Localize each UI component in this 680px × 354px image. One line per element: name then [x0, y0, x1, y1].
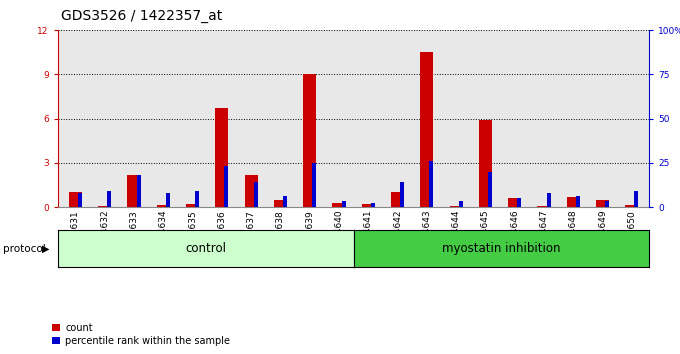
Bar	[479, 120, 492, 207]
Bar	[156, 205, 170, 207]
Bar	[186, 204, 199, 207]
Bar	[430, 161, 433, 207]
Text: protocol: protocol	[3, 244, 46, 254]
Bar	[107, 191, 112, 207]
Legend: count, percentile rank within the sample: count, percentile rank within the sample	[52, 323, 230, 346]
Bar	[78, 193, 82, 207]
Bar	[391, 192, 404, 207]
Bar	[303, 74, 316, 207]
Bar	[605, 201, 609, 207]
Bar	[576, 196, 580, 207]
Bar	[137, 175, 141, 207]
Bar	[566, 197, 580, 207]
Bar	[98, 206, 112, 207]
Bar	[274, 200, 287, 207]
Bar	[283, 196, 287, 207]
Bar	[215, 108, 228, 207]
Bar	[517, 198, 522, 207]
Text: myostatin inhibition: myostatin inhibition	[442, 242, 561, 255]
Bar	[596, 200, 609, 207]
Bar	[224, 166, 228, 207]
Bar	[449, 206, 462, 207]
Text: ▶: ▶	[42, 244, 50, 254]
Bar	[420, 52, 433, 207]
Bar	[625, 205, 639, 207]
Bar	[245, 175, 258, 207]
Bar	[312, 163, 316, 207]
Bar	[634, 191, 639, 207]
Bar	[127, 175, 141, 207]
Bar	[341, 201, 345, 207]
Bar	[400, 182, 404, 207]
Bar	[488, 172, 492, 207]
Bar	[508, 198, 522, 207]
Bar	[362, 204, 375, 207]
Bar	[195, 191, 199, 207]
Bar	[69, 192, 82, 207]
Bar	[254, 182, 258, 207]
Bar	[547, 193, 551, 207]
Text: GDS3526 / 1422357_at: GDS3526 / 1422357_at	[61, 9, 222, 23]
Text: control: control	[185, 242, 226, 255]
Bar	[459, 201, 462, 207]
Bar	[371, 202, 375, 207]
Bar	[537, 206, 551, 207]
Bar	[166, 193, 170, 207]
Bar	[333, 204, 345, 207]
